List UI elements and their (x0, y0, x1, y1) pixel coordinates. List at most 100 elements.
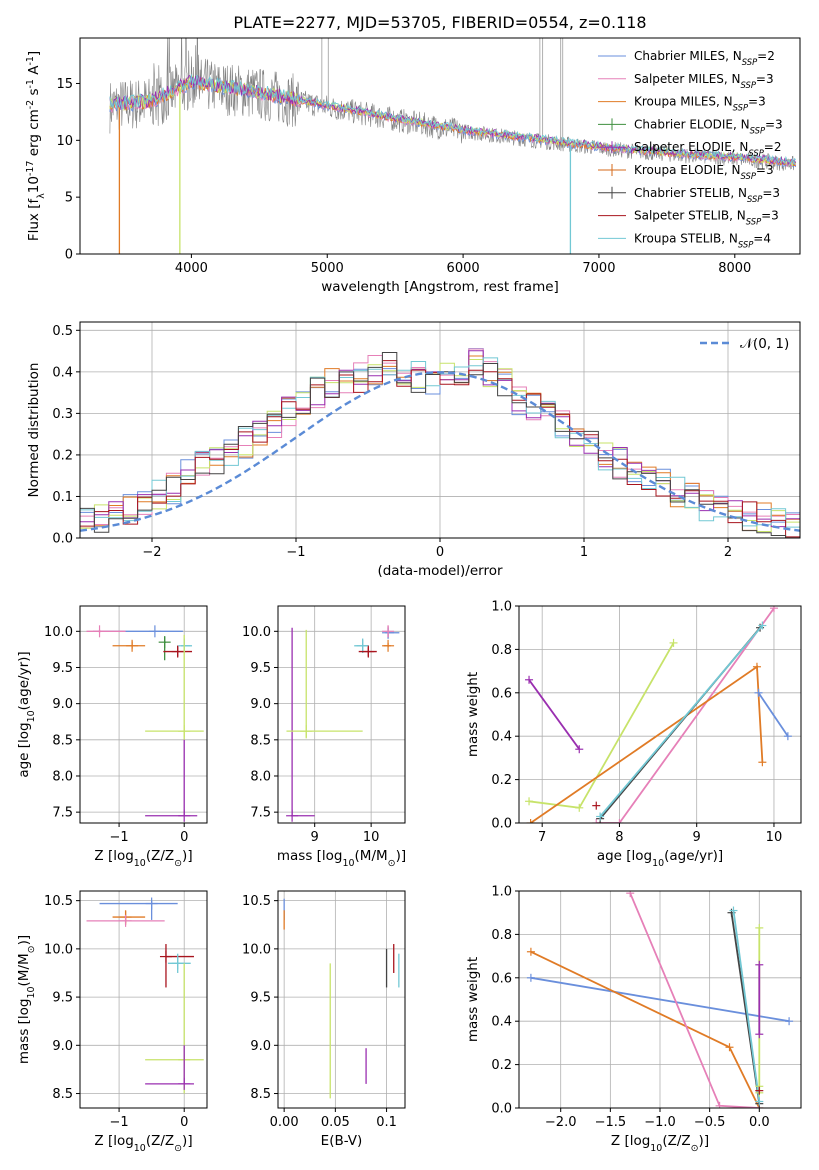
x-tick-label: 8000 (718, 261, 751, 276)
y-tick-label: 0.0 (491, 1102, 512, 1117)
y-tick-label: 9.0 (52, 1039, 73, 1054)
legend-label: 𝒩(0, 1) (740, 336, 789, 352)
x-axis-label: Z [log10(Z/Z⊙)] (94, 1133, 192, 1154)
y-tick-label: 0.8 (491, 643, 512, 658)
y-tick-label: 10.0 (44, 942, 73, 957)
plot-area (86, 897, 204, 1094)
x-tick-label: −2 (142, 545, 161, 560)
x-tick-label: −1.5 (595, 1115, 627, 1130)
x-tick-label: 0.00 (270, 1115, 299, 1130)
x-tick-label: −1.0 (644, 1115, 676, 1130)
x-tick-label: −1 (286, 545, 305, 560)
y-tick-label: 0.4 (491, 1015, 512, 1030)
y-tick-label: 8.5 (52, 733, 73, 748)
legend-label: Salpeter ELODIE, NSSP=2 (634, 140, 782, 158)
legend-label: Salpeter MILES, NSSP=3 (634, 72, 774, 90)
series-line (596, 607, 775, 823)
axes-frame (277, 890, 406, 1109)
y-tick-label: 9.0 (250, 697, 271, 712)
x-tick-label: −1 (109, 1115, 128, 1130)
plot-area (526, 891, 794, 1108)
x-tick-label: 4000 (175, 261, 208, 276)
axes-frame (518, 605, 802, 824)
y-tick-label: 0.2 (491, 1058, 512, 1073)
y-tick-label: 0.2 (52, 448, 73, 463)
x-tick-label: 1 (580, 545, 588, 560)
x-tick-label: 6000 (447, 261, 480, 276)
x-tick-label: 10 (766, 830, 783, 845)
y-tick-label: 8.5 (250, 733, 271, 748)
x-tick-label: 7 (538, 830, 546, 845)
y-tick-label: 0.4 (491, 730, 512, 745)
x-axis-label: wavelength [Angstrom, rest frame] (321, 279, 559, 295)
legend-label: Kroupa MILES, NSSP=3 (634, 95, 766, 113)
x-axis-label: age [log10(age/yr)] (597, 848, 723, 869)
y-tick-label: 0.2 (491, 773, 512, 788)
plot-area (80, 348, 800, 538)
y-tick-label: 15 (56, 77, 73, 92)
x-axis-label: (data-model)/error (377, 563, 503, 579)
legend-label: Chabrier ELODIE, NSSP=3 (634, 117, 783, 135)
x-tick-label: 0.05 (321, 1115, 350, 1130)
series-line (629, 892, 760, 1108)
y-axis-label: mass weight (465, 957, 481, 1042)
y-tick-label: 0.6 (491, 686, 512, 701)
y-tick-label: 10 (56, 134, 73, 149)
x-tick-label: 0 (436, 545, 444, 560)
x-tick-label: 5000 (311, 261, 344, 276)
x-tick-label: 7000 (582, 261, 615, 276)
axes-frame (79, 605, 208, 824)
x-tick-label: 8 (615, 830, 623, 845)
plot-mass-vs-z: −1 0 8.5 9.0 9.5 10.0 10.5 Z [log10(Z/Z⊙)] mass … (16, 890, 208, 1154)
y-tick-label: 1.0 (491, 885, 512, 900)
plot-area (286, 625, 400, 822)
model-spectrum (109, 74, 797, 165)
y-tick-label: 1.0 (491, 600, 512, 615)
plot-area (109, 38, 797, 254)
plot-massweight-vs-z: −2.0 −1.5 −1.0 −0.5 0.0 0.0 0.2 0.4 0.6 0.8 1.0 Z [… (465, 885, 802, 1154)
y-tick-label: 0.4 (52, 365, 73, 380)
y-tick-label: 0.5 (52, 324, 73, 339)
plot-residuals: −2 −1 0 1 2 0.0 0.1 0.2 0.3 0.4 0.5 (data-model)/er… (26, 321, 801, 579)
x-axis-label: Z [log10(Z/Z⊙)] (94, 848, 192, 869)
y-tick-label: 5 (65, 191, 73, 206)
plot-area (525, 606, 792, 823)
y-tick-label: 10.0 (44, 625, 73, 640)
y-tick-label: 10.0 (242, 625, 271, 640)
x-tick-label: 0.1 (376, 1115, 397, 1130)
plot-age-vs-mass: 9 10 7.5 8.0 8.5 9.0 9.5 10.0 mass [log10(M/M⊙)] (242, 605, 406, 869)
legend: Chabrier MILES, NSSP=2 Salpeter MILES, NS… (598, 49, 783, 249)
y-tick-label: 7.5 (250, 806, 271, 821)
x-axis-label: mass [log10(M/M⊙)] (277, 848, 406, 869)
series-line (528, 642, 675, 809)
y-axis-label: Flux [fλ10-17 erg cm-2 s-1 A-1] (25, 51, 47, 241)
y-tick-label: 9.0 (250, 1039, 271, 1054)
legend-label: Chabrier MILES, NSSP=2 (634, 49, 775, 67)
y-tick-label: 0.3 (52, 407, 73, 422)
series-line (528, 679, 581, 750)
y-tick-label: 8.5 (250, 1087, 271, 1102)
series-line (732, 910, 761, 1102)
series-line (757, 692, 789, 737)
x-tick-label: −0.5 (694, 1115, 726, 1130)
legend-label: Salpeter STELIB, NSSP=3 (634, 209, 779, 227)
plot-area (283, 898, 400, 1099)
gaussian-curve (80, 371, 800, 532)
x-axis-label: Z [log10(Z/Z⊙)] (611, 1133, 709, 1154)
y-tick-label: 8.0 (52, 769, 73, 784)
y-tick-label: 9.5 (52, 661, 73, 676)
x-axis-label: E(B-V) (321, 1133, 363, 1149)
y-tick-label: 0.0 (52, 532, 73, 547)
x-tick-label: 10 (363, 830, 380, 845)
y-tick-label: 9.0 (52, 697, 73, 712)
y-tick-label: 10.5 (44, 894, 73, 909)
plot-area (86, 625, 204, 822)
legend-label: Kroupa ELODIE, NSSP=3 (634, 163, 774, 181)
x-tick-label: 0 (180, 830, 188, 845)
y-tick-label: 10.0 (242, 942, 271, 957)
y-tick-label: 7.5 (52, 806, 73, 821)
plot-spectrum: 4000 5000 6000 7000 8000 0 5 10 15 wavelength [An… (25, 37, 801, 295)
y-tick-label: 9.5 (250, 661, 271, 676)
y-tick-label: 0.6 (491, 971, 512, 986)
